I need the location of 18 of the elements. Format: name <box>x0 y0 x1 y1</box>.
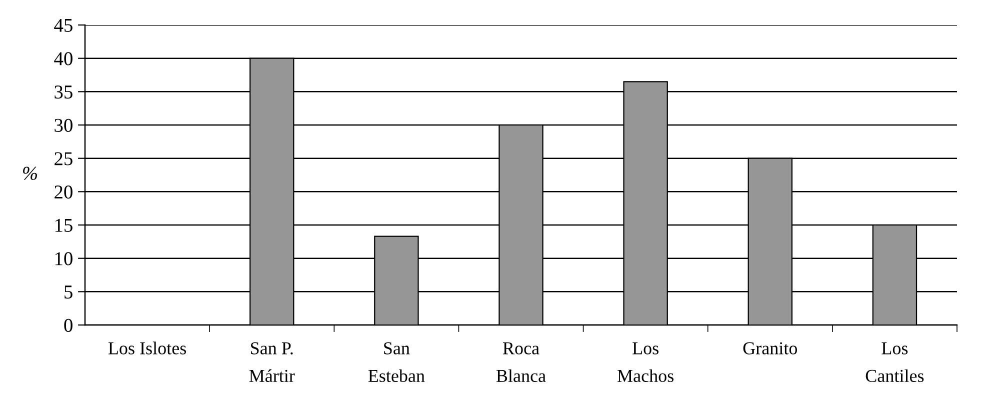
y-tick-label: 40 <box>54 52 72 66</box>
x-tick-label: Los Cantiles <box>866 342 924 382</box>
y-tick-label: 45 <box>54 18 72 32</box>
y-tick-label: 5 <box>64 286 72 299</box>
y-tick-label: 35 <box>54 86 72 99</box>
x-tick-label: Roca Blanca <box>496 342 546 382</box>
x-tick-label: Los Machos <box>618 342 674 382</box>
x-tick-label: Granito <box>743 342 798 354</box>
y-tick-label: 10 <box>55 252 72 266</box>
y-tick-label: 30 <box>54 118 72 132</box>
y-tick-label: 0 <box>64 318 72 332</box>
y-axis-title: % <box>23 166 37 180</box>
x-tick-label: Los Islotes <box>108 342 186 354</box>
y-tick-label: 15 <box>55 218 72 232</box>
x-tick-label: San Esteban <box>368 342 425 382</box>
x-tick-label: San P. Mártir <box>249 342 295 382</box>
y-tick-label: 20 <box>54 185 72 199</box>
y-tick-label: 25 <box>54 152 72 166</box>
